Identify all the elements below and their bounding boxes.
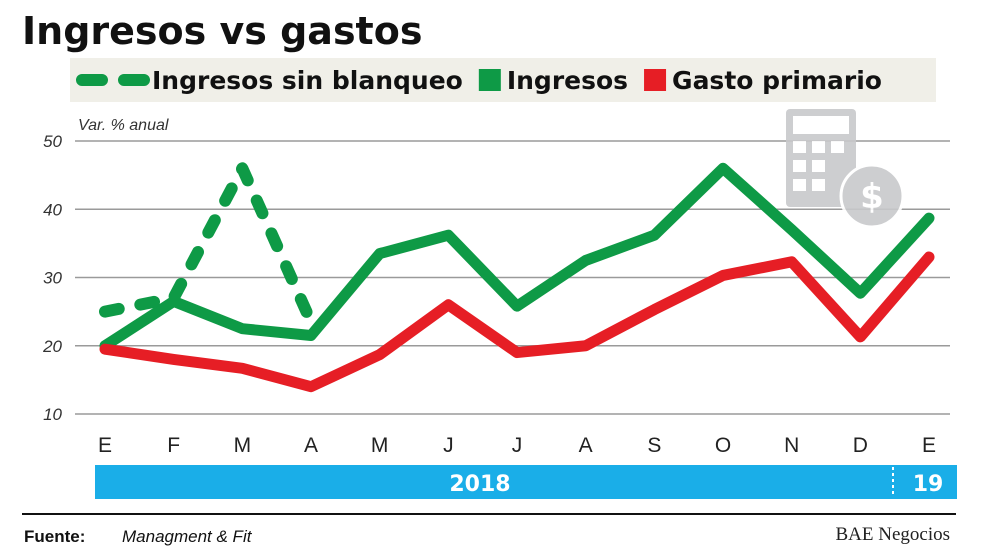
legend-box — [70, 58, 936, 102]
x-tick-label: E — [98, 434, 112, 457]
y-tick-label: 30 — [43, 269, 62, 288]
legend-swatch — [478, 69, 501, 91]
x-tick-label: J — [443, 434, 454, 457]
x-tick-label: A — [579, 434, 593, 457]
y-tick-label: 10 — [43, 405, 62, 424]
x-tick-label: M — [234, 434, 252, 457]
x-tick-label: J — [512, 434, 523, 457]
svg-text:$: $ — [860, 177, 884, 217]
x-tick-label: E — [922, 434, 936, 457]
x-tick-label: F — [167, 434, 180, 457]
y-tick-label: 20 — [42, 337, 62, 356]
x-tick-label: N — [784, 434, 799, 457]
calculator-dollar-icon: $ — [786, 109, 905, 229]
year-bar — [95, 465, 957, 499]
x-tick-label: D — [853, 434, 868, 457]
series-line-ingresos-sin-blanqueo — [99, 162, 318, 328]
brand: BAE Negocios — [835, 524, 950, 545]
y-tick-label: 50 — [43, 132, 62, 151]
source-label: Fuente: — [24, 527, 85, 546]
year-label-2019: 19 — [913, 472, 944, 497]
x-tick-label: O — [715, 434, 731, 457]
x-tick-label: S — [647, 434, 661, 457]
x-tick-label: M — [371, 434, 389, 457]
legend: Ingresos sin blanqueo Ingresos Gasto prima… — [76, 66, 882, 95]
legend-label: Ingresos — [507, 66, 628, 95]
legend-label: Ingresos sin blanqueo — [152, 66, 463, 95]
y-axis-label: Var. % anual — [78, 117, 169, 134]
legend-swatch — [644, 69, 667, 91]
source-value: Managment & Fit — [122, 527, 253, 546]
x-tick-label: A — [304, 434, 318, 457]
year-label-2018: 2018 — [449, 472, 510, 497]
y-tick-label: 40 — [43, 200, 62, 219]
chart-title: Ingresos vs gastos — [22, 9, 422, 53]
legend-label: Gasto primario — [672, 66, 882, 95]
